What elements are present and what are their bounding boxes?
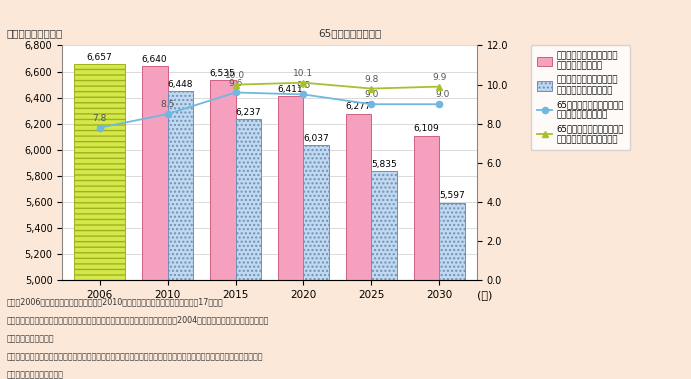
Text: (年): (年) — [477, 290, 493, 299]
Text: 9.8: 9.8 — [364, 75, 379, 84]
Text: 6,037: 6,037 — [303, 134, 330, 143]
Legend: 労働力人口（労働市場への
参加が進むケース）, 労働力人口（労働市場への
参加が進まないケース）, 65歳以上割合（労働市場へ
の参加が進むケース）, 65歳以: 労働力人口（労働市場への 参加が進むケース）, 労働力人口（労働市場への 参加が… — [531, 45, 630, 150]
Bar — [278, 96, 303, 280]
Bar — [346, 114, 372, 280]
Text: 9.0: 9.0 — [435, 90, 450, 99]
Bar — [209, 80, 236, 280]
Text: 7.8: 7.8 — [93, 114, 106, 123]
Bar — [142, 66, 167, 280]
Bar — [303, 145, 330, 280]
Text: たと仮定したケース。: たと仮定したケース。 — [7, 370, 64, 379]
Text: 6,237: 6,237 — [236, 108, 261, 117]
Text: 10.0: 10.0 — [225, 71, 245, 80]
Bar — [372, 171, 397, 280]
Text: 6,411: 6,411 — [278, 85, 303, 94]
Text: 仮定したケース。: 仮定したケース。 — [7, 334, 55, 343]
Text: 9.0: 9.0 — [364, 90, 379, 99]
Text: 9.9: 9.9 — [433, 73, 446, 82]
Text: （注１）「労働市場への参加が進まないケース」とは、性・年齢別の労働力率が2004年の実績と同じ水準で推移すると: （注１）「労働市場への参加が進まないケース」とは、性・年齢別の労働力率が2004… — [7, 316, 269, 325]
Bar — [74, 64, 125, 280]
Text: 5,597: 5,597 — [439, 191, 465, 200]
Text: （注２）「労働市場への参加が進むケース」とは、各種施策を講じることにより、より多くの者が働くことが可能となっ: （注２）「労働市場への参加が進むケース」とは、各種施策を講じることにより、より多… — [7, 352, 263, 361]
Bar — [439, 202, 465, 280]
Text: 6,535: 6,535 — [209, 69, 236, 78]
Bar — [414, 136, 439, 280]
Text: 6,277: 6,277 — [346, 102, 371, 111]
Text: 6,448: 6,448 — [168, 80, 193, 89]
Text: 6,640: 6,640 — [142, 55, 167, 64]
Bar — [167, 91, 193, 280]
Text: 労働力人口（万人）: 労働力人口（万人） — [7, 28, 63, 38]
Text: 6,657: 6,657 — [86, 53, 113, 62]
Text: 10.1: 10.1 — [294, 69, 314, 78]
Text: 資料：2006年は総務省「労働力調査」、2010年以降は雇用政策研究会推計（平成17年）。: 資料：2006年は総務省「労働力調査」、2010年以降は雇用政策研究会推計（平成… — [7, 298, 223, 307]
Text: 5,835: 5,835 — [372, 160, 397, 169]
Text: 8.5: 8.5 — [160, 100, 175, 109]
Text: 9.6: 9.6 — [228, 78, 243, 88]
Bar — [236, 119, 261, 280]
Text: 6,109: 6,109 — [414, 124, 439, 133]
Text: 65歳以上割合（％）: 65歳以上割合（％） — [318, 28, 381, 38]
Text: 9.5: 9.5 — [296, 81, 311, 89]
